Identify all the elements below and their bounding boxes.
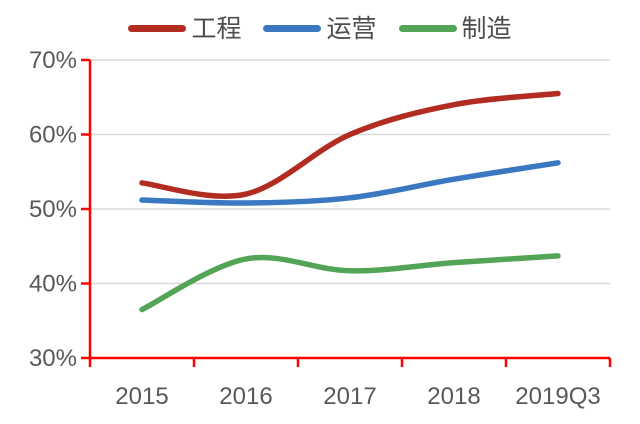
y-tick-label: 60% [29, 122, 77, 149]
legend-label-operations: 运营 [326, 14, 377, 43]
x-tick-label: 2017 [323, 383, 376, 410]
series-line-manufacturing [139, 253, 561, 313]
legend-item-manufacturing: 制造 [398, 14, 512, 43]
legend-label-manufacturing: 制造 [461, 14, 512, 43]
chart-legend: 工程 运营 制造 [0, 16, 640, 41]
legend-item-engineering: 工程 [128, 16, 241, 41]
legend-item-operations: 运营 [263, 14, 377, 43]
y-tick-label: 50% [29, 196, 77, 223]
series-line-operations [139, 160, 561, 206]
x-tick-label: 2016 [219, 383, 272, 410]
series-line-engineering [139, 90, 561, 199]
legend-swatch-operations [263, 25, 322, 32]
x-tick-label: 2015 [115, 383, 168, 410]
legend-swatch-manufacturing [398, 25, 457, 32]
y-tick-label: 70% [29, 47, 77, 74]
x-tick-label: 2019Q3 [515, 383, 600, 410]
y-tick-label: 30% [29, 345, 77, 372]
x-tick-label: 2018 [427, 383, 480, 410]
y-tick-label: 40% [29, 271, 77, 298]
legend-swatch-engineering [128, 25, 187, 32]
legend-label-engineering: 工程 [191, 14, 242, 43]
